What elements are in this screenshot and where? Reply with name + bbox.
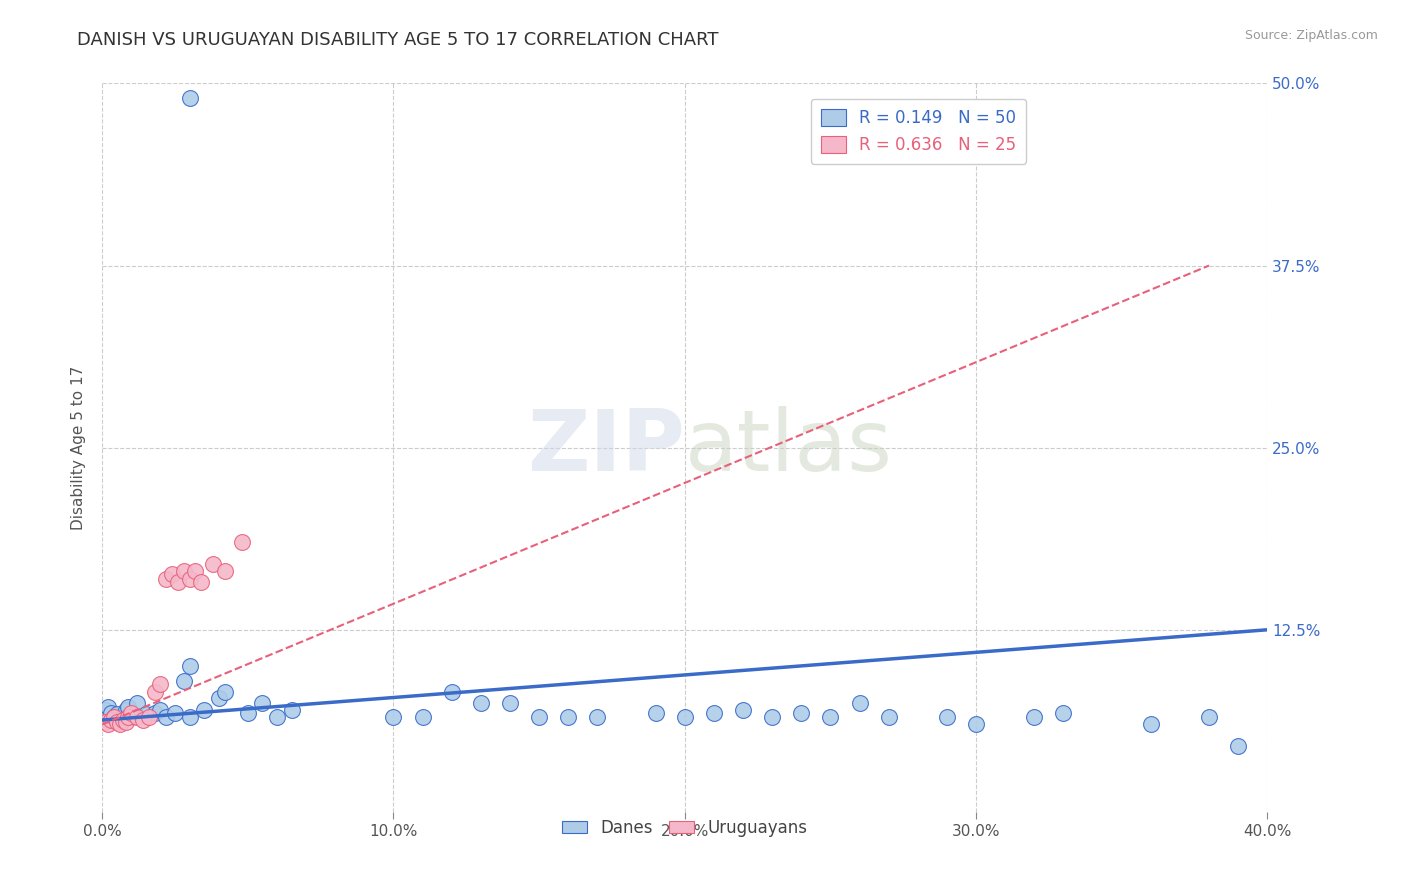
Point — [149, 676, 172, 690]
Point — [143, 685, 166, 699]
Point — [114, 714, 136, 729]
Point — [208, 691, 231, 706]
Point — [179, 91, 201, 105]
Text: Source: ZipAtlas.com: Source: ZipAtlas.com — [1244, 29, 1378, 42]
Point — [877, 710, 900, 724]
Point — [790, 706, 813, 720]
Point — [103, 710, 125, 724]
Point — [412, 710, 434, 724]
Point — [820, 710, 842, 724]
Point — [231, 535, 253, 549]
Point — [100, 713, 122, 727]
Point — [214, 685, 236, 699]
Point — [440, 685, 463, 699]
Point — [105, 707, 128, 722]
Point — [120, 706, 142, 720]
Point — [179, 710, 201, 724]
Point — [120, 710, 142, 724]
Point — [117, 710, 139, 724]
Point — [179, 659, 201, 673]
Point — [214, 565, 236, 579]
Point — [266, 710, 288, 724]
Point — [149, 703, 172, 717]
Point — [586, 710, 609, 724]
Point — [111, 713, 134, 727]
Point — [173, 673, 195, 688]
Point — [190, 574, 212, 589]
Point — [848, 696, 870, 710]
Point — [173, 565, 195, 579]
Point — [731, 703, 754, 717]
Point — [117, 700, 139, 714]
Point — [382, 710, 405, 724]
Legend: Danes, Uruguayans: Danes, Uruguayans — [555, 813, 814, 844]
Point — [108, 717, 131, 731]
Y-axis label: Disability Age 5 to 17: Disability Age 5 to 17 — [72, 366, 86, 530]
Point — [97, 700, 120, 714]
Point — [557, 710, 579, 724]
Point — [103, 710, 125, 724]
Point — [236, 706, 259, 720]
Point — [111, 710, 134, 724]
Point — [965, 717, 987, 731]
Point — [160, 567, 183, 582]
Point — [127, 696, 149, 710]
Point — [1024, 710, 1046, 724]
Point — [527, 710, 550, 724]
Point — [138, 710, 160, 724]
Point — [193, 703, 215, 717]
Point — [135, 707, 157, 722]
Point — [1052, 706, 1074, 720]
Point — [935, 710, 957, 724]
Point — [252, 696, 274, 710]
Point — [97, 717, 120, 731]
Point — [201, 558, 224, 572]
Point — [1140, 717, 1163, 731]
Point — [179, 572, 201, 586]
Point — [761, 710, 783, 724]
Point — [499, 696, 522, 710]
Point — [132, 713, 155, 727]
Point — [105, 714, 128, 729]
Point — [108, 713, 131, 727]
Point — [127, 710, 149, 724]
Point — [100, 706, 122, 720]
Point — [1198, 710, 1220, 724]
Point — [644, 706, 666, 720]
Text: atlas: atlas — [685, 406, 893, 489]
Point — [703, 706, 725, 720]
Point — [143, 706, 166, 720]
Point — [184, 565, 207, 579]
Text: DANISH VS URUGUAYAN DISABILITY AGE 5 TO 17 CORRELATION CHART: DANISH VS URUGUAYAN DISABILITY AGE 5 TO … — [77, 31, 718, 49]
Point — [155, 710, 177, 724]
Text: ZIP: ZIP — [527, 406, 685, 489]
Point — [280, 703, 302, 717]
Point — [470, 696, 492, 710]
Point — [114, 703, 136, 717]
Point — [155, 572, 177, 586]
Point — [1227, 739, 1250, 754]
Point — [673, 710, 696, 724]
Point — [94, 703, 117, 717]
Point — [163, 706, 186, 720]
Point — [94, 714, 117, 729]
Point — [167, 574, 190, 589]
